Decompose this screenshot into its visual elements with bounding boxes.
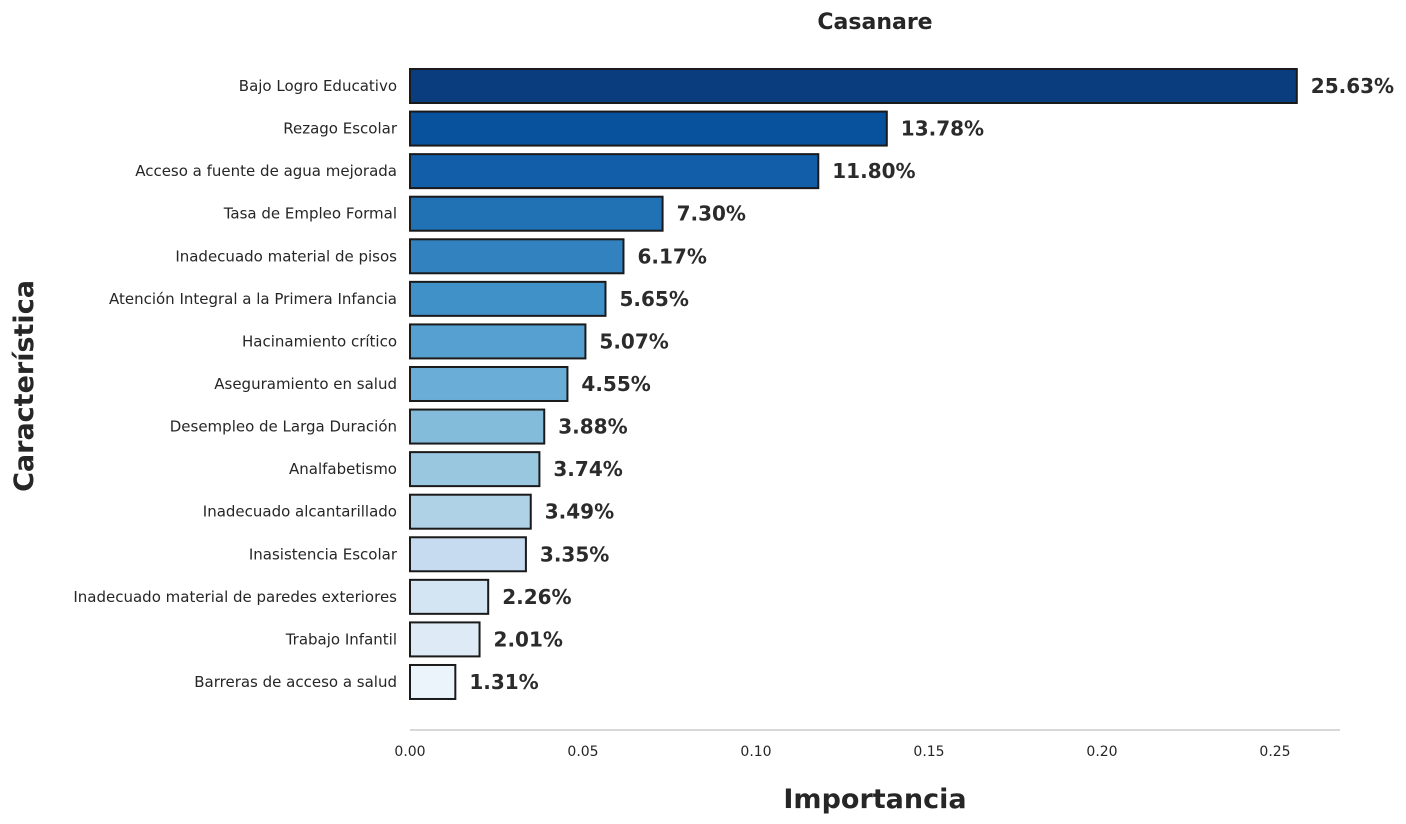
bar-2: [409, 153, 820, 190]
bars-group: [409, 68, 1298, 700]
category-labels: Bajo Logro Educativo Rezago Escolar Acceso…: [73, 77, 397, 691]
value-label-12: 2.26%: [502, 585, 571, 609]
category-label-8: Desempleo de Larga Duración: [170, 418, 397, 436]
category-label-13: Trabajo Infantil: [285, 630, 397, 648]
value-label-8: 3.88%: [558, 415, 627, 439]
x-tick-label-5: 0.25: [1259, 744, 1290, 760]
value-label-6: 5.07%: [599, 329, 668, 353]
x-tick-label-4: 0.20: [1086, 744, 1117, 760]
x-tick-label-2: 0.10: [740, 744, 771, 760]
bar-10: [409, 493, 532, 530]
category-label-1: Rezago Escolar: [283, 120, 398, 138]
bar-8: [409, 408, 546, 445]
value-label-3: 7.30%: [677, 202, 746, 226]
bar-3: [409, 195, 664, 232]
x-axis-title: Importancia: [783, 784, 966, 815]
y-axis-title: Característica: [9, 280, 40, 492]
bar-4: [409, 238, 625, 275]
bar-7: [409, 365, 569, 402]
category-label-7: Aseguramiento en salud: [214, 375, 397, 393]
value-label-13: 2.01%: [494, 627, 563, 651]
bar-0: [409, 68, 1298, 104]
x-tick-labels: 0.00 0.05 0.10 0.15 0.20 0.25: [394, 744, 1290, 760]
bar-1: [409, 110, 888, 147]
category-label-2: Acceso a fuente de agua mejorada: [135, 162, 397, 180]
value-labels: 25.63% 13.78% 11.80% 7.30% 6.17% 5.65% 5.07% 4.…: [469, 74, 1394, 694]
value-label-0: 25.63%: [1311, 74, 1394, 98]
category-label-12: Inadecuado material de paredes exteriore…: [73, 588, 397, 606]
category-label-14: Barreras de acceso a salud: [194, 673, 397, 691]
value-label-9: 3.74%: [553, 457, 622, 481]
category-label-10: Inadecuado alcantarillado: [203, 503, 397, 521]
bar-11: [409, 536, 527, 573]
x-tick-label-1: 0.05: [567, 744, 598, 760]
category-label-11: Inasistencia Escolar: [249, 545, 398, 563]
category-label-0: Bajo Logro Educativo: [239, 77, 397, 95]
category-label-3: Tasa de Empleo Formal: [223, 205, 397, 223]
value-label-1: 13.78%: [901, 117, 984, 141]
bar-9: [409, 451, 541, 488]
category-label-6: Hacinamiento crítico: [242, 332, 397, 350]
bar-6: [409, 323, 587, 360]
x-tick-label-3: 0.15: [913, 744, 944, 760]
category-label-4: Inadecuado material de pisos: [175, 247, 397, 265]
value-label-10: 3.49%: [545, 500, 614, 524]
category-label-5: Atención Integral a la Primera Infancia: [109, 290, 397, 308]
value-label-5: 5.65%: [619, 287, 688, 311]
chart-title: Casanare: [817, 10, 932, 35]
bar-13: [409, 621, 481, 658]
bar-12: [409, 578, 490, 615]
value-label-14: 1.31%: [469, 670, 538, 694]
category-label-9: Analfabetismo: [289, 460, 397, 478]
value-label-2: 11.80%: [832, 159, 915, 183]
value-label-7: 4.55%: [581, 372, 650, 396]
value-label-11: 3.35%: [540, 542, 609, 566]
bar-5: [409, 280, 607, 317]
bar-14: [409, 663, 457, 700]
value-label-4: 6.17%: [637, 244, 706, 268]
x-tick-label-0: 0.00: [394, 744, 425, 760]
